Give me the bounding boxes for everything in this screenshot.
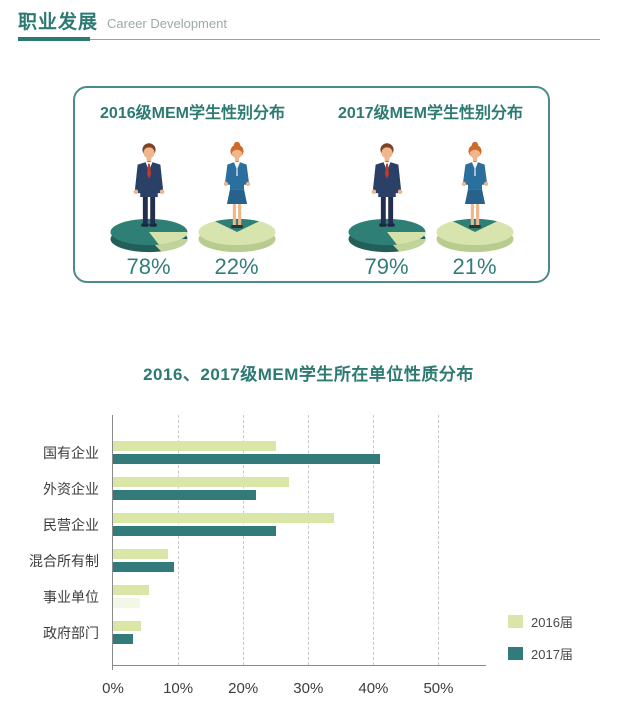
male-on-pie-icon: [110, 143, 188, 253]
gender-group-title: 2017级MEM学生性别分布: [338, 105, 523, 122]
x-tick-label: 30%: [293, 680, 324, 697]
bar-2016届: [113, 621, 141, 631]
bar-rows: 国有企业外资企业民营企业混合所有制事业单位政府部门: [29, 415, 486, 644]
chart-row: 国有企业: [43, 441, 486, 464]
x-tick-label: 0%: [102, 680, 124, 697]
gridline-20: [243, 415, 245, 665]
chart-row: 外资企业: [43, 477, 486, 500]
chart-row: 民营企业: [43, 513, 486, 536]
gridline-30: [308, 415, 310, 665]
gender-group-title: 2016级MEM学生性别分布: [100, 105, 285, 122]
female-percentage: 21%: [452, 254, 497, 279]
category-label: 民营企业: [43, 516, 99, 533]
male-on-pie-icon: [348, 143, 426, 253]
gender-group-2016: 2016级MEM学生性别分布 78% 22%: [92, 99, 294, 280]
gender-group-2017: 2017级MEM学生性别分布 79% 21%: [330, 99, 532, 280]
chart-legend: 2016届 2017届: [508, 612, 573, 663]
category-label: 混合所有制: [29, 552, 99, 569]
bar-2017届: [113, 634, 134, 644]
female-on-pie-icon: [436, 141, 513, 253]
page-subtitle: Career Development: [107, 16, 227, 31]
category-label: 事业单位: [43, 588, 99, 605]
male-figure-2016: 78%: [105, 127, 193, 280]
bar-2017届: [113, 454, 380, 464]
legend-item-2017: 2017届: [508, 644, 573, 663]
male-percentage: 79%: [364, 254, 409, 279]
bar-2016届: [113, 585, 149, 595]
category-label: 国有企业: [43, 444, 99, 461]
gridline-50: [438, 415, 440, 665]
bar-2016届: [113, 513, 335, 523]
female-on-pie-icon: [198, 141, 275, 253]
category-label: 政府部门: [43, 624, 99, 641]
male-percentage: 78%: [126, 254, 171, 279]
category-label: 外资企业: [43, 480, 99, 497]
bar-2017届: [113, 490, 257, 500]
bar-chart-title: 2016、2017级MEM学生所在单位性质分布: [143, 365, 474, 384]
bar-2016届: [113, 477, 289, 487]
legend-label: 2017届: [531, 647, 573, 662]
male-figure-2017: 79%: [343, 127, 431, 280]
bar-2017届: [113, 598, 141, 608]
bar-2017届: [113, 526, 276, 536]
x-tick-label: 10%: [163, 680, 194, 697]
legend-swatch-2016: [508, 615, 523, 628]
page-title: 职业发展: [18, 12, 99, 33]
female-percentage: 22%: [214, 254, 259, 279]
legend-item-2016: 2016届: [508, 612, 573, 631]
bar-2017届: [113, 562, 174, 572]
gridline-40: [373, 415, 375, 665]
gender-distribution-panel: 2016级MEM学生性别分布 78% 22%: [73, 86, 550, 283]
header-divider: [18, 37, 600, 41]
bar-2016届: [113, 549, 169, 559]
zero-tick: [112, 665, 113, 670]
female-figure-2016: 22%: [193, 127, 281, 280]
x-tick-label: 20%: [228, 680, 259, 697]
legend-label: 2016届: [531, 615, 573, 630]
x-tick-label: 50%: [423, 680, 454, 697]
bar-2016届: [113, 441, 276, 451]
female-figure-2017: 21%: [431, 127, 519, 280]
header-divider-accent: [18, 37, 90, 41]
unit-type-bar-chart: 国有企业外资企业民营企业混合所有制事业单位政府部门 0% 10% 20% 30% 40%…: [29, 415, 486, 697]
x-tick-label: 40%: [358, 680, 389, 697]
legend-swatch-2017: [508, 647, 523, 660]
chart-row: 混合所有制: [29, 549, 486, 572]
chart-row: 事业单位: [43, 585, 486, 608]
page-header: 职业发展 Career Development: [18, 7, 600, 41]
gridline-10: [178, 415, 180, 665]
chart-row: 政府部门: [43, 621, 486, 644]
